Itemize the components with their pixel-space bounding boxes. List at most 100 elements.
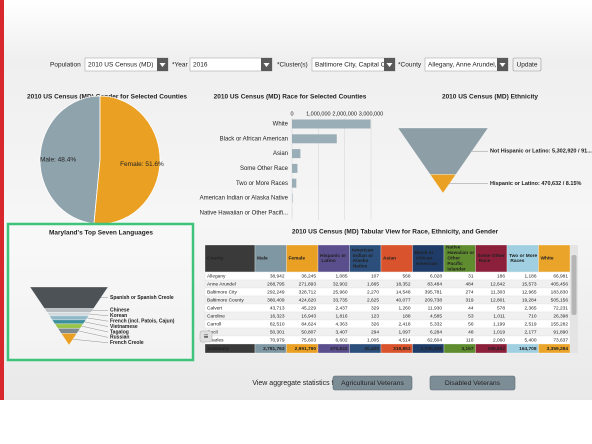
leader-line [81,325,109,333]
summary-value: 3,157 [461,346,473,352]
filter-label: *County [398,62,422,69]
footer-button-box[interactable] [429,375,516,391]
update-button-label[interactable]: Update [517,62,538,69]
dropdown[interactable]: 2016 [189,57,273,72]
footer-button-label[interactable]: Agricultural Veterans [341,380,404,387]
table-cell: 48 [468,329,474,335]
table-cell: 155,282 [551,321,569,327]
table-cell: 31 [468,273,474,279]
funnel-label: Hispanic or Latino: 470,632 / 8.15% [490,181,582,187]
table-cell: 43,713 [270,305,285,311]
funnel-label: Tagalog [110,329,129,335]
footer-button-box[interactable] [332,375,413,391]
footer-button[interactable]: Disabled Veterans [429,375,516,391]
bar [292,149,301,159]
dropdown-arrow[interactable] [263,63,270,67]
funnel-segment [49,315,89,321]
x-tick-label: 2,000,000 [332,111,356,117]
table-cell: 4,363 [335,321,347,327]
footer-button-label[interactable]: Disabled Veterans [445,380,501,387]
table-cell: 186 [497,273,505,279]
table-cell: 84,624 [301,321,316,327]
chart-title: 2010 US Census (MD) Race for Selected Co… [214,94,367,101]
update-button-box[interactable] [512,57,542,72]
table-cell: 380,409 [267,297,285,303]
leader-line [87,317,109,322]
table-cell: 578 [497,305,505,311]
table-cell: 70,979 [270,337,285,343]
update-button[interactable]: Update [512,57,542,72]
table-cell: 271,893 [299,281,317,287]
summary-value: Summary [207,346,229,352]
menu-icon[interactable]: ≡ [204,332,209,341]
menu-button[interactable]: ≡ [199,330,213,343]
dropdown-value[interactable]: 2010 US Census (MD) [88,62,153,69]
dropdown-arrow[interactable] [499,63,506,67]
summary-value: 2,991,790 [295,346,317,352]
column-header: Male [257,256,268,262]
dropdown-value[interactable]: 2016 [193,62,208,69]
table-cell: 424,620 [299,297,317,303]
table-cell: 62,604 [427,337,442,343]
summary-value: 164,708 [519,346,537,352]
table-cell: 1,097 [398,329,410,335]
table-cell: 2,270 [367,289,379,295]
table-cell: Allegany [207,273,226,279]
funnel-segment [51,319,87,325]
dropdown-arrow[interactable] [159,63,166,67]
table-cell: 91,890 [553,329,568,335]
table-cell: 2,437 [335,305,347,311]
funnel-segment [57,328,81,334]
table-cell: 1,005 [367,337,379,343]
funnel-segment [44,308,94,313]
table-cell: Baltimore County [207,297,244,303]
table-cell: 72,231 [553,305,568,311]
table-cell: 45,229 [301,305,316,311]
column-header: Black or African American [415,250,438,267]
filter-label: *Cluster(s) [277,62,308,69]
table-cell: 50,807 [301,329,316,335]
table-cell: 15,573 [522,281,537,287]
column-header: Asian [383,256,396,262]
chart-title: 2010 US Census (MD) Ethnicity [442,94,538,101]
header-cell [380,244,413,273]
table-cell: Charles [207,337,224,343]
footer-button[interactable]: Agricultural Veterans [332,375,413,391]
funnel-label: Spanish or Spanish Creole [110,295,174,301]
funnel-label: French (incl. Patois, Cajun) [110,319,175,325]
table-cell: 4,585 [430,313,442,319]
category-label: Some Other Race [240,166,289,172]
dropdown-value[interactable]: Baltimore City, Capital Ci [315,62,387,69]
table-cell: 2,418 [398,321,410,327]
column-header: County [207,256,224,262]
table-cell: 66,981 [553,273,568,279]
table-row [204,319,571,329]
table-cell: 50,301 [270,329,285,335]
dropdown[interactable]: 2010 US Census (MD) [84,57,169,72]
dropdown-arrow[interactable] [386,63,393,67]
dropdown[interactable]: Allegany, Anne Arundel, E [424,57,509,72]
table-cell: 83,484 [427,281,442,287]
table-row [204,287,571,297]
table-cell: 484 [465,281,473,287]
table-row [204,279,571,289]
table-cell: 6,602 [335,337,347,343]
table-cell: 2,365 [524,305,536,311]
summary-value: 20,420 [364,346,379,352]
menu-button-box[interactable] [199,330,213,343]
table-cell: 274 [465,289,473,295]
table-cell: 1,186 [524,273,536,279]
leader-line [89,313,109,316]
table-cell: 1,011 [493,313,505,319]
table-cell: 268,795 [267,281,285,287]
header-cell [506,244,539,273]
summary-value: 1,700,298 [421,346,443,352]
funnel-label: Korean [110,313,127,319]
dropdown[interactable]: Baltimore City, Capital Ci [311,57,396,72]
dropdown-value[interactable]: Allegany, Anne Arundel, E [428,62,503,69]
table-cell: 710 [528,313,536,319]
scrollbar-thumb[interactable] [571,255,577,315]
summary-value: 470,632 [330,346,348,352]
table-cell: 11,303 [491,289,506,295]
